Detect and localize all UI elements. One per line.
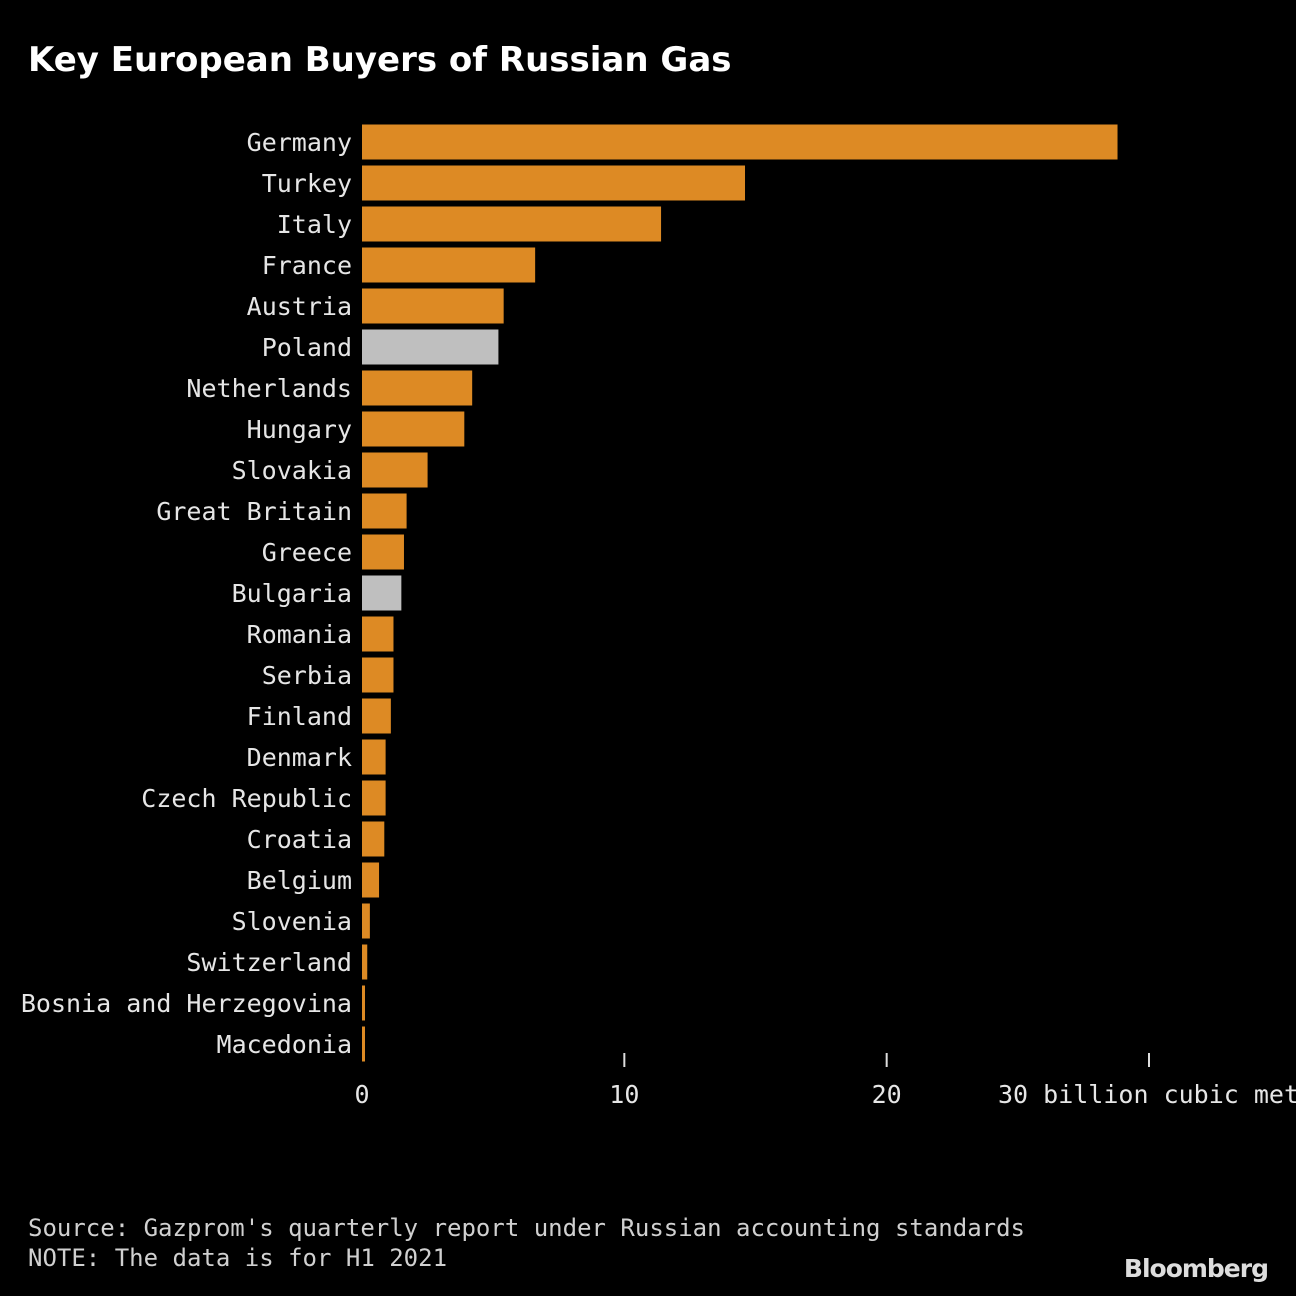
bar-serbia: [362, 657, 394, 693]
category-label: Serbia: [262, 661, 352, 690]
bar-croatia: [362, 821, 385, 857]
category-label: Hungary: [247, 415, 352, 444]
bar-austria: [362, 288, 504, 324]
category-label: Macedonia: [217, 1030, 352, 1059]
bar-switzerland: [362, 944, 368, 980]
category-label: Austria: [247, 292, 352, 321]
bar-slovenia: [362, 903, 370, 939]
category-label: Slovakia: [232, 456, 352, 485]
x-tick-label: 0: [354, 1080, 369, 1109]
chart-title: Key European Buyers of Russian Gas: [28, 40, 732, 80]
bar-great-britain: [362, 493, 407, 529]
bar-czech-republic: [362, 780, 386, 816]
bar-greece: [362, 534, 404, 570]
x-tick-label: 30 billion cubic meters: [998, 1080, 1296, 1109]
x-tick-label: 20: [872, 1080, 902, 1109]
bar-poland: [362, 329, 499, 365]
bar-germany: [362, 124, 1118, 160]
x-tick-label: 10: [609, 1080, 639, 1109]
category-label: Germany: [247, 128, 352, 157]
category-label: Netherlands: [186, 374, 352, 403]
category-label: Bulgaria: [232, 579, 352, 608]
bar-turkey: [362, 165, 746, 201]
category-label: Slovenia: [232, 907, 352, 936]
category-label: Finland: [247, 702, 352, 731]
category-label: Italy: [277, 210, 352, 239]
bar-bosnia-and-herzegovina: [362, 985, 365, 1021]
category-label: Czech Republic: [141, 784, 352, 813]
bar-finland: [362, 698, 391, 734]
bloomberg-logo: Bloomberg: [1123, 1254, 1269, 1283]
category-label: Turkey: [262, 169, 352, 198]
bar-italy: [362, 206, 662, 242]
source-note: Source: Gazprom's quarterly report under…: [28, 1213, 1025, 1273]
bar-france: [362, 247, 536, 283]
bar-slovakia: [362, 452, 428, 488]
bar-netherlands: [362, 370, 473, 406]
source-text: Source: Gazprom's quarterly report under…: [28, 1214, 1025, 1242]
bar-belgium: [362, 862, 380, 898]
category-label: France: [262, 251, 352, 280]
category-label: Greece: [262, 538, 352, 567]
bar-macedonia: [362, 1026, 365, 1062]
category-label: Denmark: [247, 743, 352, 772]
category-label: Bosnia and Herzegovina: [21, 989, 352, 1018]
category-label: Poland: [262, 333, 352, 362]
note-text: NOTE: The data is for H1 2021: [28, 1244, 448, 1272]
bar-denmark: [362, 739, 386, 775]
category-label: Switzerland: [186, 948, 352, 977]
bar-chart: Germany Turkey Italy France Austria Poland Net…: [21, 124, 1296, 1109]
bar-romania: [362, 616, 394, 652]
bar-bulgaria: [362, 575, 402, 611]
category-label: Romania: [247, 620, 352, 649]
category-label: Croatia: [247, 825, 352, 854]
bar-hungary: [362, 411, 465, 447]
category-label: Great Britain: [156, 497, 352, 526]
category-label: Belgium: [247, 866, 352, 895]
